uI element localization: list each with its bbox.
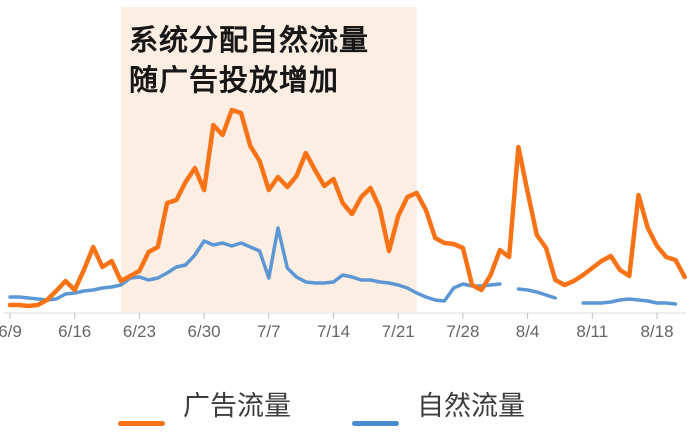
x-axis-label-6-9: 6/9 <box>0 322 22 341</box>
ad-traffic-line-swatch <box>118 421 165 426</box>
annotation-line-1: 系统分配自然流量 <box>129 25 370 57</box>
x-axis-label-8-11: 8/11 <box>576 322 608 341</box>
highlight-region <box>120 7 417 312</box>
x-axis-label-6-23: 6/23 <box>123 322 156 341</box>
x-axis-label-6-16: 6/16 <box>58 322 91 341</box>
legend-item-organic-traffic: 自然流量 <box>352 388 525 426</box>
annotation-callout: 系统分配自然流量 随广告投放增加 <box>129 21 369 101</box>
x-axis-label-8-4: 8/4 <box>516 322 540 341</box>
x-axis-label-8-18: 8/18 <box>640 322 673 341</box>
ad-traffic-label: 广告流量 <box>183 391 291 421</box>
x-axis-label-6-30: 6/30 <box>188 322 221 341</box>
organic-traffic-label: 自然流量 <box>417 391 525 421</box>
organic-traffic-line-swatch <box>352 421 399 426</box>
traffic-line-chart: 6/9 6/16 6/23 6/30 7/7 7/14 7/21 7/28 8/4 8/11 8/1… <box>0 7 687 341</box>
x-axis-label-7-28: 7/28 <box>446 322 479 341</box>
x-axis-label-7-21: 7/21 <box>382 322 415 341</box>
organic-traffic-line <box>8 226 678 306</box>
annotation-line-2: 随广告投放增加 <box>129 65 340 97</box>
x-axis-label-7-7: 7/7 <box>257 322 281 341</box>
x-axis-label-7-14: 7/14 <box>317 322 350 341</box>
ad-traffic-line <box>7 107 687 309</box>
legend-item-ad-traffic: 广告流量 <box>118 388 291 426</box>
